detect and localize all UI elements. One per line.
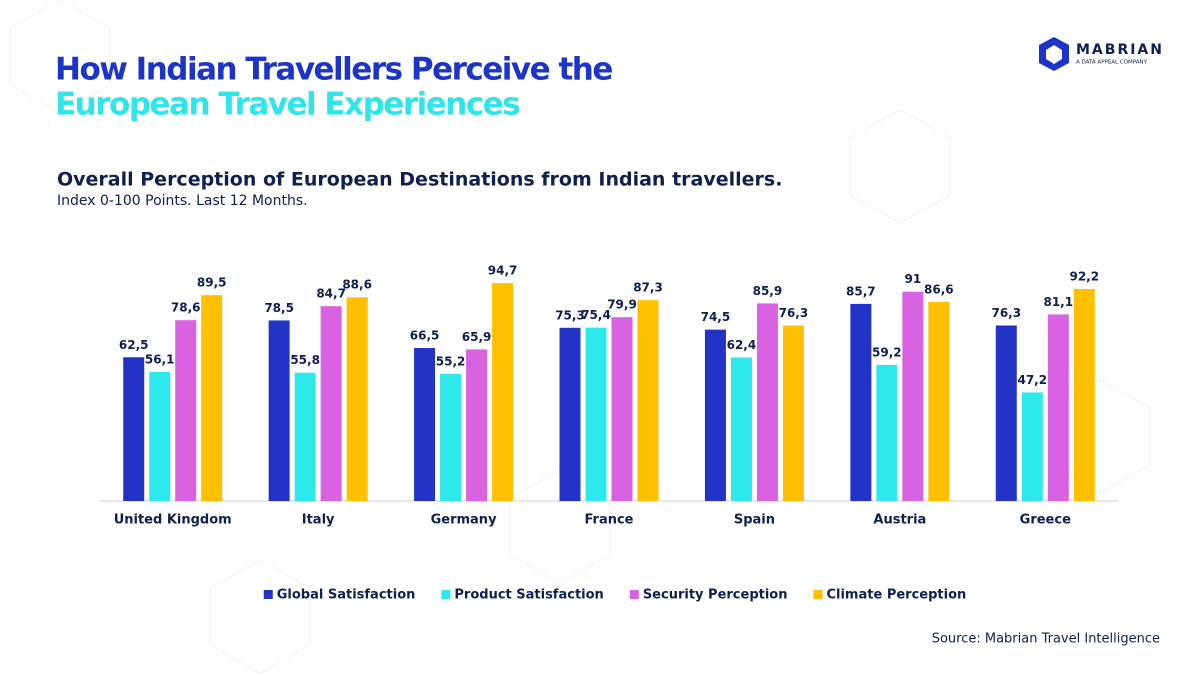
bar [414, 348, 436, 501]
data-label: 85,7 [846, 284, 876, 298]
legend-label: Security Perception [643, 588, 788, 603]
x-tick-label: France [584, 513, 633, 528]
bar [876, 364, 898, 501]
bar [466, 349, 488, 501]
data-label: 86,6 [924, 282, 954, 296]
bar [346, 297, 368, 501]
data-label: 81,1 [1043, 295, 1073, 309]
bar [492, 283, 514, 501]
legend-label: Global Satisfaction [277, 588, 416, 603]
legend-label: Product Satisfaction [454, 588, 603, 603]
subtitle: Overall Perception of European Destinati… [57, 169, 782, 191]
data-label: 78,6 [171, 301, 201, 315]
title-line-1: How Indian Travellers Perceive the [55, 52, 612, 88]
bar [175, 320, 197, 501]
data-label: 62,4 [727, 338, 757, 352]
bar [995, 325, 1017, 501]
legend-swatch [813, 590, 823, 599]
data-label: 65,9 [462, 330, 492, 344]
bar [611, 317, 633, 501]
data-label: 66,5 [410, 329, 440, 343]
data-label: 76,3 [991, 306, 1021, 320]
bar [704, 329, 726, 501]
data-label: 78,5 [264, 301, 294, 315]
data-label: 56,1 [145, 352, 175, 366]
x-tick-label: Italy [302, 513, 335, 528]
x-tick-label: Germany [431, 513, 497, 528]
data-label: 89,5 [197, 276, 227, 290]
bar [902, 291, 924, 501]
bar [440, 374, 462, 501]
data-label: 91 [905, 272, 922, 286]
data-label: 74,5 [701, 310, 731, 324]
data-label: 84,7 [316, 287, 346, 301]
bar [637, 300, 659, 501]
bar [1021, 392, 1043, 501]
note: Index 0-100 Points. Last 12 Months. [57, 193, 308, 209]
bar [123, 357, 145, 501]
bar [294, 372, 316, 501]
x-tick-label: Spain [734, 513, 775, 528]
source: Source: Mabrian Travel Intelligence [932, 632, 1160, 647]
bar [559, 327, 581, 501]
data-label: 75,3 [555, 308, 585, 322]
data-label: 47,2 [1017, 373, 1047, 387]
data-label: 87,3 [633, 281, 663, 295]
data-label: 88,6 [342, 278, 372, 292]
bar [928, 301, 950, 501]
data-label: 59,2 [872, 345, 902, 359]
bar [756, 303, 778, 501]
bar [782, 325, 804, 501]
title-line-2: European Travel Experiences [55, 87, 519, 123]
data-label: 75,4 [581, 308, 611, 322]
data-label: 92,2 [1069, 269, 1099, 283]
x-tick-label: Greece [1020, 513, 1071, 528]
data-label: 62,5 [119, 338, 149, 352]
bar [1073, 288, 1095, 501]
bar [585, 327, 607, 501]
legend-label: Climate Perception [826, 588, 966, 603]
legend-swatch [263, 590, 273, 599]
brand-name: MABRIAN [1076, 42, 1164, 58]
bar [320, 306, 342, 501]
logo: MABRIAN A DATA APPEAL COMPANY [1039, 37, 1164, 71]
bar [201, 295, 223, 501]
data-label: 55,8 [290, 353, 320, 367]
bar [268, 320, 290, 501]
data-label: 76,3 [779, 306, 809, 320]
data-label: 94,7 [488, 264, 518, 278]
bar [730, 357, 752, 501]
brand-tagline: A DATA APPEAL COMPANY [1076, 60, 1148, 66]
bar [149, 371, 171, 501]
data-label: 55,2 [436, 355, 466, 369]
x-tick-label: Austria [873, 513, 926, 528]
x-tick-label: United Kingdom [114, 513, 232, 528]
bar [850, 303, 872, 501]
data-label: 85,9 [753, 284, 783, 298]
bar [1047, 314, 1069, 501]
legend-swatch [441, 590, 451, 599]
legend-swatch [629, 590, 639, 599]
data-label: 79,9 [607, 298, 637, 312]
